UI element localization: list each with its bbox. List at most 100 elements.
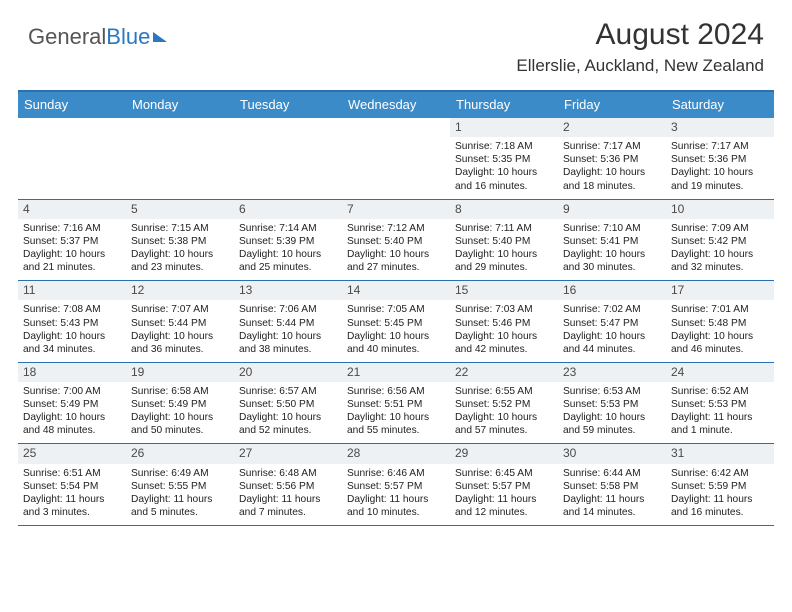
daylight-text: Daylight: 10 hours and 38 minutes. bbox=[239, 330, 337, 356]
location-text: Ellerslie, Auckland, New Zealand bbox=[516, 56, 764, 76]
daylight-text: Daylight: 10 hours and 16 minutes. bbox=[455, 166, 553, 192]
weekday-header: Saturday bbox=[666, 92, 774, 118]
sunrise-text: Sunrise: 7:09 AM bbox=[671, 222, 769, 235]
sunset-text: Sunset: 5:44 PM bbox=[131, 317, 229, 330]
daylight-text: Daylight: 10 hours and 29 minutes. bbox=[455, 248, 553, 274]
day-number: 11 bbox=[18, 281, 126, 300]
logo-text-1: General bbox=[28, 24, 106, 50]
day-number bbox=[126, 118, 234, 122]
daylight-text: Daylight: 10 hours and 57 minutes. bbox=[455, 411, 553, 437]
calendar: Sunday Monday Tuesday Wednesday Thursday… bbox=[18, 90, 774, 526]
day-number: 23 bbox=[558, 363, 666, 382]
day-number: 18 bbox=[18, 363, 126, 382]
day-cell: 1Sunrise: 7:18 AMSunset: 5:35 PMDaylight… bbox=[450, 118, 558, 199]
daylight-text: Daylight: 11 hours and 7 minutes. bbox=[239, 493, 337, 519]
sunset-text: Sunset: 5:42 PM bbox=[671, 235, 769, 248]
day-cell: 11Sunrise: 7:08 AMSunset: 5:43 PMDayligh… bbox=[18, 281, 126, 362]
sunrise-text: Sunrise: 7:03 AM bbox=[455, 303, 553, 316]
day-cell: 7Sunrise: 7:12 AMSunset: 5:40 PMDaylight… bbox=[342, 200, 450, 281]
sunset-text: Sunset: 5:55 PM bbox=[131, 480, 229, 493]
day-cell: 17Sunrise: 7:01 AMSunset: 5:48 PMDayligh… bbox=[666, 281, 774, 362]
daylight-text: Daylight: 10 hours and 18 minutes. bbox=[563, 166, 661, 192]
day-cell bbox=[342, 118, 450, 199]
daylight-text: Daylight: 10 hours and 25 minutes. bbox=[239, 248, 337, 274]
sunrise-text: Sunrise: 7:11 AM bbox=[455, 222, 553, 235]
day-number: 31 bbox=[666, 444, 774, 463]
day-cell: 21Sunrise: 6:56 AMSunset: 5:51 PMDayligh… bbox=[342, 363, 450, 444]
daylight-text: Daylight: 10 hours and 21 minutes. bbox=[23, 248, 121, 274]
sunrise-text: Sunrise: 7:00 AM bbox=[23, 385, 121, 398]
sunset-text: Sunset: 5:54 PM bbox=[23, 480, 121, 493]
daylight-text: Daylight: 11 hours and 12 minutes. bbox=[455, 493, 553, 519]
day-cell: 19Sunrise: 6:58 AMSunset: 5:49 PMDayligh… bbox=[126, 363, 234, 444]
day-number: 12 bbox=[126, 281, 234, 300]
sunset-text: Sunset: 5:44 PM bbox=[239, 317, 337, 330]
day-cell: 13Sunrise: 7:06 AMSunset: 5:44 PMDayligh… bbox=[234, 281, 342, 362]
weekday-header: Tuesday bbox=[234, 92, 342, 118]
sunset-text: Sunset: 5:50 PM bbox=[239, 398, 337, 411]
day-number: 16 bbox=[558, 281, 666, 300]
day-number: 7 bbox=[342, 200, 450, 219]
sunrise-text: Sunrise: 6:52 AM bbox=[671, 385, 769, 398]
week-row: 25Sunrise: 6:51 AMSunset: 5:54 PMDayligh… bbox=[18, 444, 774, 526]
daylight-text: Daylight: 10 hours and 59 minutes. bbox=[563, 411, 661, 437]
page-header: GeneralBlue August 2024 Ellerslie, Auckl… bbox=[0, 0, 792, 84]
daylight-text: Daylight: 10 hours and 23 minutes. bbox=[131, 248, 229, 274]
daylight-text: Daylight: 10 hours and 40 minutes. bbox=[347, 330, 445, 356]
daylight-text: Daylight: 11 hours and 10 minutes. bbox=[347, 493, 445, 519]
sunset-text: Sunset: 5:39 PM bbox=[239, 235, 337, 248]
weekday-header: Friday bbox=[558, 92, 666, 118]
day-number: 29 bbox=[450, 444, 558, 463]
day-number bbox=[234, 118, 342, 122]
sunrise-text: Sunrise: 7:16 AM bbox=[23, 222, 121, 235]
day-cell: 28Sunrise: 6:46 AMSunset: 5:57 PMDayligh… bbox=[342, 444, 450, 525]
sunrise-text: Sunrise: 7:12 AM bbox=[347, 222, 445, 235]
daylight-text: Daylight: 10 hours and 44 minutes. bbox=[563, 330, 661, 356]
sunset-text: Sunset: 5:41 PM bbox=[563, 235, 661, 248]
sunrise-text: Sunrise: 6:51 AM bbox=[23, 467, 121, 480]
day-cell: 22Sunrise: 6:55 AMSunset: 5:52 PMDayligh… bbox=[450, 363, 558, 444]
sunrise-text: Sunrise: 6:56 AM bbox=[347, 385, 445, 398]
day-number: 28 bbox=[342, 444, 450, 463]
day-cell bbox=[234, 118, 342, 199]
day-number: 20 bbox=[234, 363, 342, 382]
day-cell bbox=[18, 118, 126, 199]
day-number: 8 bbox=[450, 200, 558, 219]
day-number: 22 bbox=[450, 363, 558, 382]
daylight-text: Daylight: 11 hours and 5 minutes. bbox=[131, 493, 229, 519]
daylight-text: Daylight: 10 hours and 36 minutes. bbox=[131, 330, 229, 356]
sunrise-text: Sunrise: 7:18 AM bbox=[455, 140, 553, 153]
day-number: 14 bbox=[342, 281, 450, 300]
daylight-text: Daylight: 10 hours and 52 minutes. bbox=[239, 411, 337, 437]
logo: GeneralBlue bbox=[28, 24, 167, 50]
day-number: 15 bbox=[450, 281, 558, 300]
sunset-text: Sunset: 5:53 PM bbox=[563, 398, 661, 411]
day-cell: 8Sunrise: 7:11 AMSunset: 5:40 PMDaylight… bbox=[450, 200, 558, 281]
sunset-text: Sunset: 5:37 PM bbox=[23, 235, 121, 248]
day-cell: 23Sunrise: 6:53 AMSunset: 5:53 PMDayligh… bbox=[558, 363, 666, 444]
sunset-text: Sunset: 5:46 PM bbox=[455, 317, 553, 330]
sunset-text: Sunset: 5:36 PM bbox=[671, 153, 769, 166]
sunset-text: Sunset: 5:53 PM bbox=[671, 398, 769, 411]
sunset-text: Sunset: 5:57 PM bbox=[455, 480, 553, 493]
day-number: 27 bbox=[234, 444, 342, 463]
sunset-text: Sunset: 5:35 PM bbox=[455, 153, 553, 166]
sunset-text: Sunset: 5:49 PM bbox=[131, 398, 229, 411]
daylight-text: Daylight: 11 hours and 16 minutes. bbox=[671, 493, 769, 519]
daylight-text: Daylight: 10 hours and 19 minutes. bbox=[671, 166, 769, 192]
day-number: 24 bbox=[666, 363, 774, 382]
day-number: 3 bbox=[666, 118, 774, 137]
day-number: 5 bbox=[126, 200, 234, 219]
day-cell: 5Sunrise: 7:15 AMSunset: 5:38 PMDaylight… bbox=[126, 200, 234, 281]
sunset-text: Sunset: 5:45 PM bbox=[347, 317, 445, 330]
week-row: 18Sunrise: 7:00 AMSunset: 5:49 PMDayligh… bbox=[18, 363, 774, 445]
day-number: 2 bbox=[558, 118, 666, 137]
sunset-text: Sunset: 5:43 PM bbox=[23, 317, 121, 330]
sunset-text: Sunset: 5:59 PM bbox=[671, 480, 769, 493]
day-cell: 16Sunrise: 7:02 AMSunset: 5:47 PMDayligh… bbox=[558, 281, 666, 362]
sunset-text: Sunset: 5:49 PM bbox=[23, 398, 121, 411]
day-cell: 24Sunrise: 6:52 AMSunset: 5:53 PMDayligh… bbox=[666, 363, 774, 444]
day-cell: 3Sunrise: 7:17 AMSunset: 5:36 PMDaylight… bbox=[666, 118, 774, 199]
daylight-text: Daylight: 10 hours and 30 minutes. bbox=[563, 248, 661, 274]
sunrise-text: Sunrise: 6:49 AM bbox=[131, 467, 229, 480]
